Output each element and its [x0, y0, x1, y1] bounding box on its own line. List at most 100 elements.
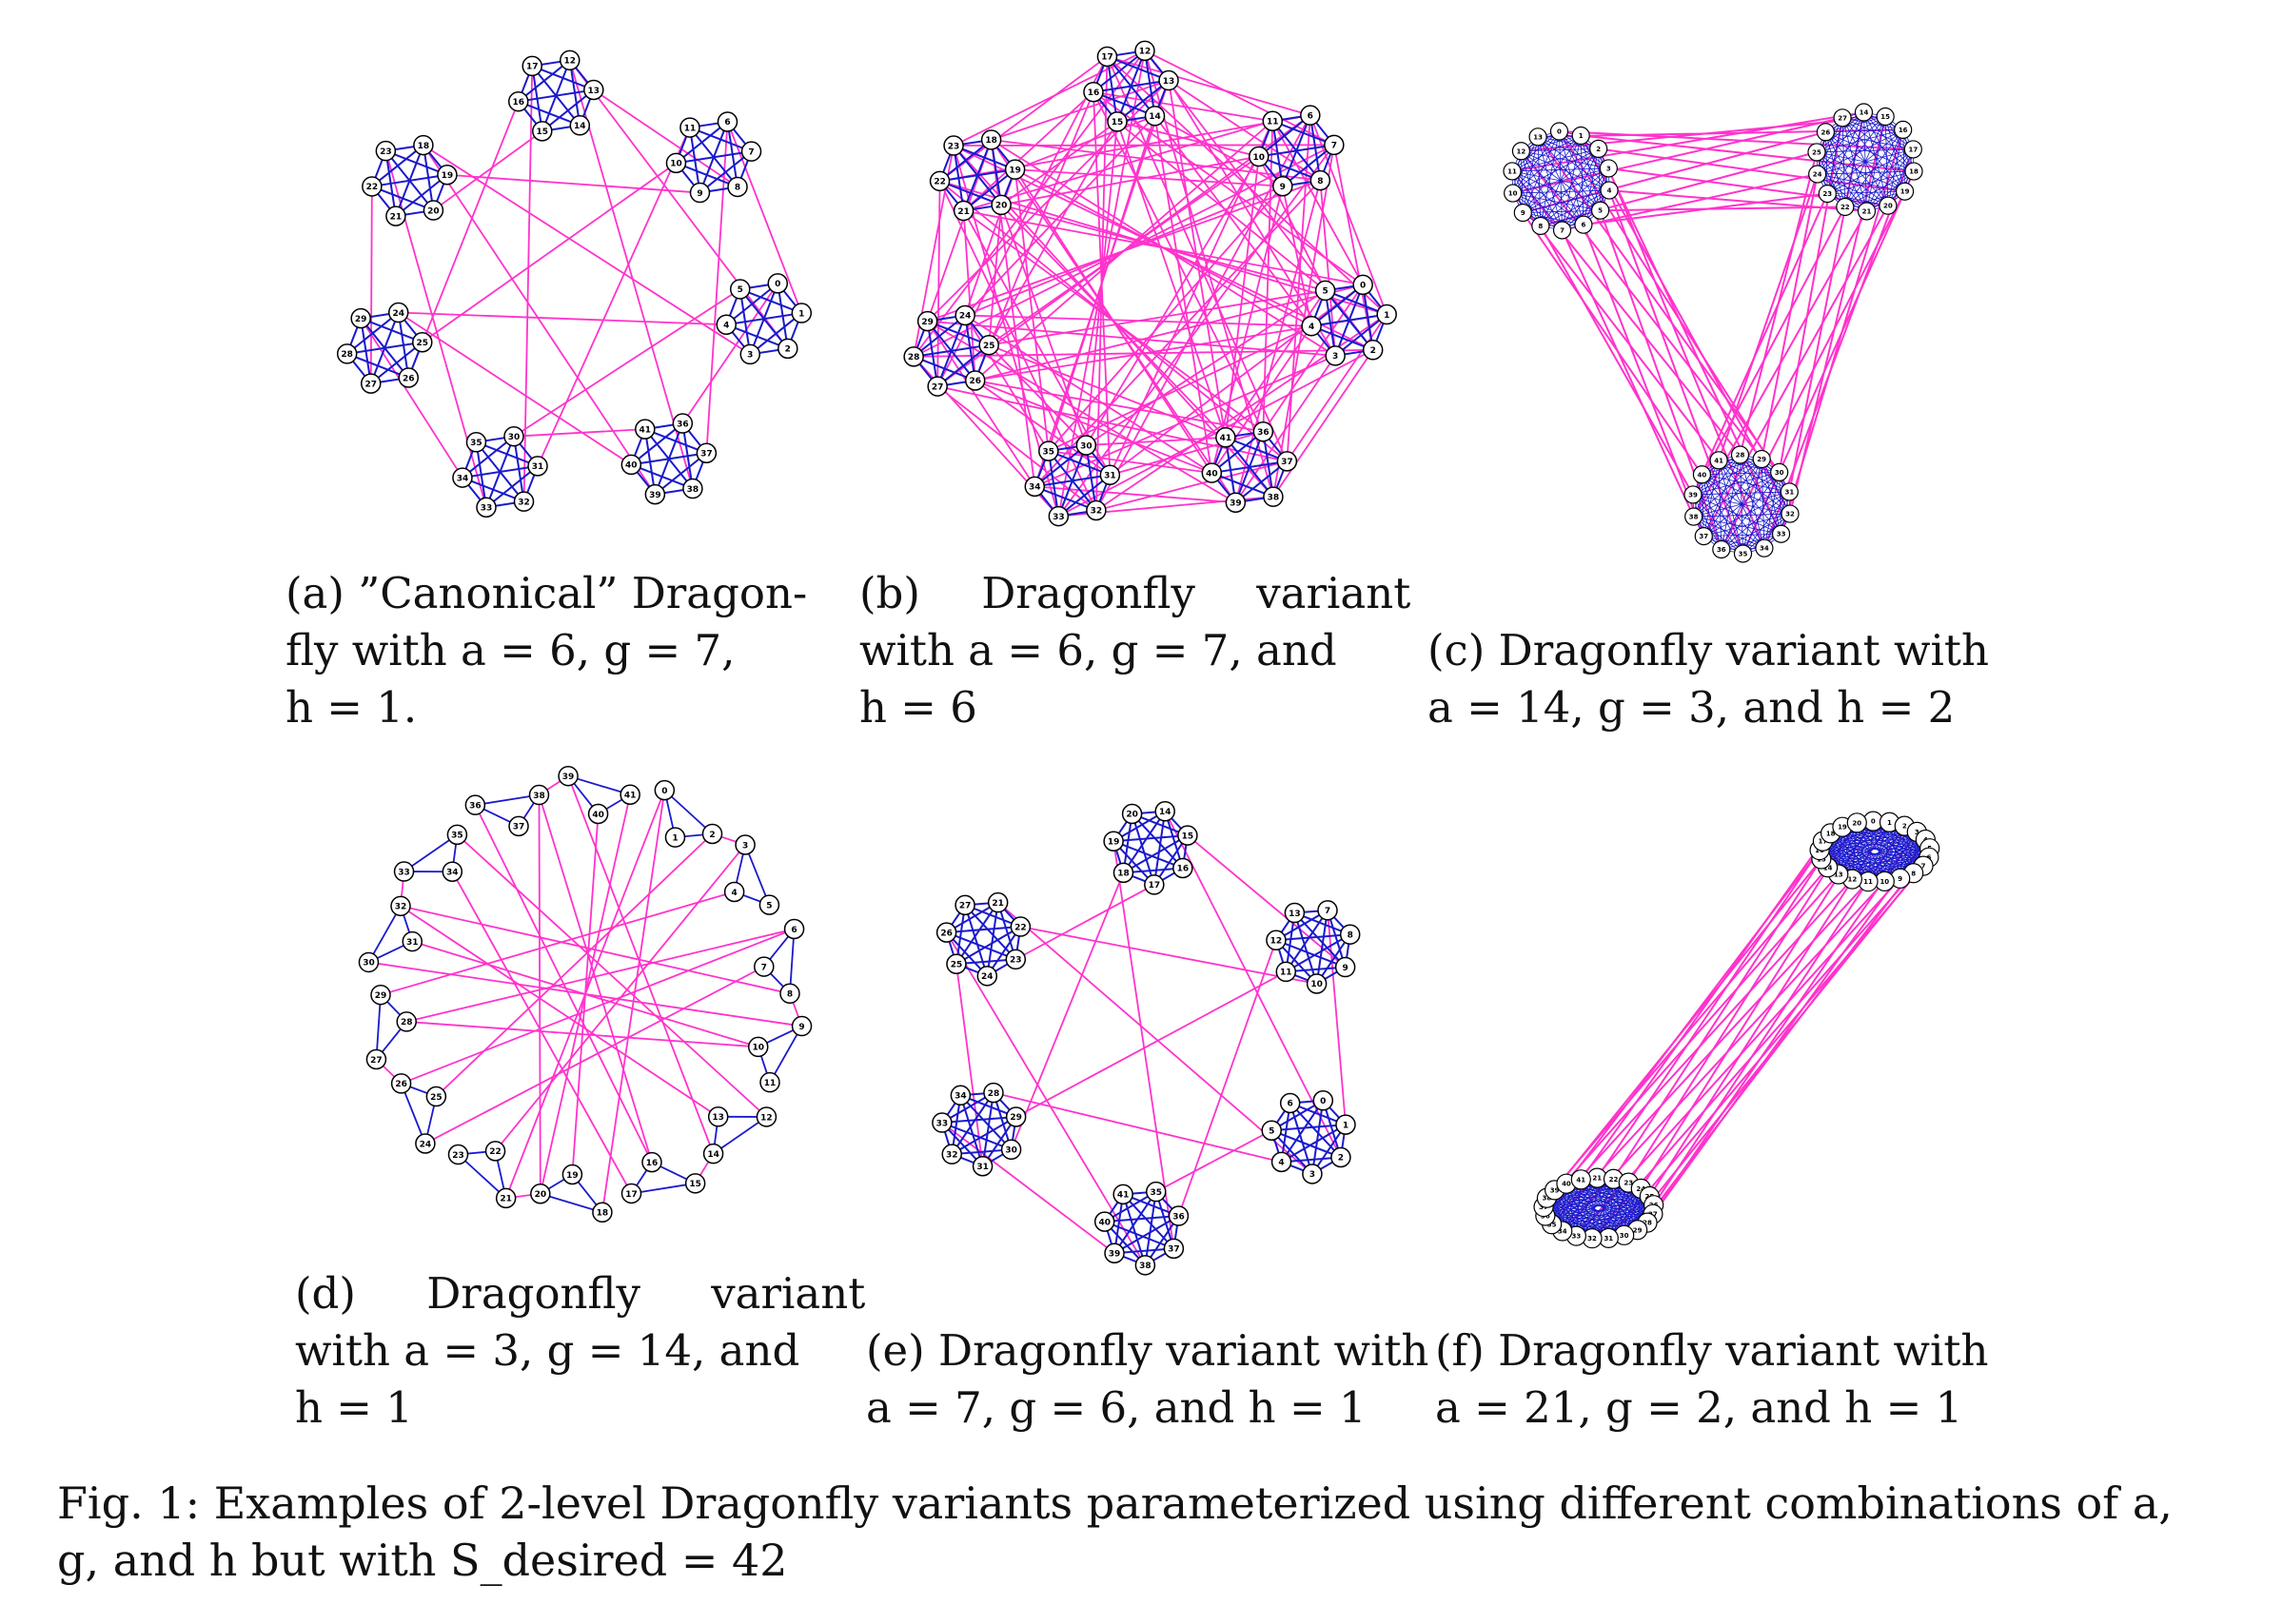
local-link	[1122, 1193, 1175, 1250]
local-link	[1559, 130, 1609, 169]
router-node	[779, 983, 800, 1005]
router-node-label: 18	[418, 142, 430, 151]
router-node	[682, 478, 703, 499]
router-node-label: 41	[1117, 1191, 1130, 1201]
panel-f-diagram: 0123456789101112131415161718192021222324…	[1513, 799, 1960, 1294]
local-link	[1521, 150, 1609, 169]
global-link	[1014, 884, 1155, 961]
local-link	[1521, 150, 1524, 213]
router-node	[701, 823, 723, 845]
global-link	[1225, 289, 1327, 439]
router-node	[495, 1187, 517, 1209]
router-node-label: 40	[625, 461, 638, 471]
local-link	[1511, 148, 1599, 172]
router-node	[1107, 111, 1128, 132]
router-node	[664, 827, 686, 848]
local-link	[1740, 454, 1781, 535]
local-link	[1816, 151, 1867, 212]
local-link	[1131, 813, 1155, 886]
router-node-label: 24	[981, 972, 994, 982]
local-link	[1857, 822, 1924, 867]
router-node	[665, 152, 687, 174]
router-node-label: 10	[752, 1044, 764, 1053]
global-link	[1153, 115, 1312, 327]
local-link	[789, 929, 796, 994]
router-node	[953, 200, 974, 222]
local-link	[1692, 491, 1790, 496]
local-link	[462, 477, 524, 503]
router-node-label: 33	[481, 504, 493, 514]
router-node-label: 13	[588, 87, 600, 96]
router-node	[1330, 1146, 1351, 1168]
router-node-label: 20	[1883, 203, 1893, 210]
router-node-label: 24	[1813, 171, 1822, 179]
router-node	[452, 467, 473, 488]
router-node-label: 32	[1587, 1235, 1597, 1242]
router-node-label: 41	[1220, 434, 1232, 443]
local-link	[1825, 131, 1846, 207]
router-node-label: 13	[1163, 77, 1175, 87]
router-node	[946, 953, 967, 974]
local-link	[689, 127, 738, 188]
router-node-label: 36	[1172, 1212, 1185, 1222]
global-link	[1155, 1129, 1272, 1193]
router-node	[1279, 1092, 1301, 1114]
router-node-label: 22	[1609, 1176, 1619, 1184]
local-link	[1702, 474, 1704, 537]
global-link	[1286, 314, 1388, 462]
router-node-label: 2	[1902, 823, 1907, 831]
router-node-label: 20	[1852, 819, 1861, 827]
local-link	[1827, 856, 1929, 869]
local-link	[1702, 474, 1722, 550]
caption-d-line-3: h = 1	[295, 1382, 413, 1433]
router-node	[402, 930, 423, 952]
local-link	[1580, 135, 1584, 225]
local-link	[1742, 513, 1791, 555]
global-link	[380, 890, 735, 996]
router-node	[1146, 1181, 1167, 1203]
router-node-label: 33	[1053, 513, 1065, 522]
local-link	[676, 162, 738, 188]
router-node	[903, 346, 924, 367]
local-link	[1033, 485, 1097, 512]
router-node-label: 33	[1571, 1233, 1581, 1241]
local-link	[1825, 131, 1889, 206]
local-link	[1271, 120, 1335, 147]
local-link	[1521, 148, 1599, 152]
local-link	[1511, 130, 1560, 172]
local-link	[1565, 1183, 1609, 1239]
router-node-label: 34	[457, 474, 469, 483]
local-link	[531, 65, 595, 91]
local-link	[1841, 117, 1905, 192]
router-node-label: 27	[370, 1056, 383, 1066]
router-node-label: 0	[1871, 818, 1876, 826]
global-link	[1739, 151, 1818, 456]
local-link	[384, 150, 397, 217]
global-link	[1583, 192, 1828, 226]
router-node-label: 33	[398, 868, 410, 877]
local-link	[1511, 170, 1601, 211]
local-link	[946, 931, 1016, 961]
router-node-label: 31	[406, 938, 419, 948]
router-node	[1249, 146, 1269, 167]
local-link	[1522, 130, 1560, 213]
global-link	[360, 318, 463, 479]
router-node	[464, 794, 486, 815]
global-link	[567, 775, 715, 1154]
router-node-label: 36	[1717, 546, 1726, 554]
router-node	[415, 1133, 436, 1154]
global-link	[964, 315, 1050, 452]
global-link	[1092, 90, 1273, 123]
global-link	[1520, 150, 1762, 460]
caption-b-line-3: h = 6	[859, 682, 977, 733]
router-node-label: 34	[1029, 483, 1041, 493]
router-node	[943, 135, 964, 156]
local-link	[1718, 460, 1743, 555]
router-node-label: 19	[1009, 166, 1021, 175]
global-link	[1164, 811, 1342, 1158]
global-link	[1116, 121, 1259, 158]
router-node	[740, 141, 762, 162]
router-node	[390, 895, 411, 917]
dragonfly-graph-d: 01 23456789101112131415161718192021222324…	[358, 765, 813, 1223]
local-link	[1702, 472, 1780, 476]
